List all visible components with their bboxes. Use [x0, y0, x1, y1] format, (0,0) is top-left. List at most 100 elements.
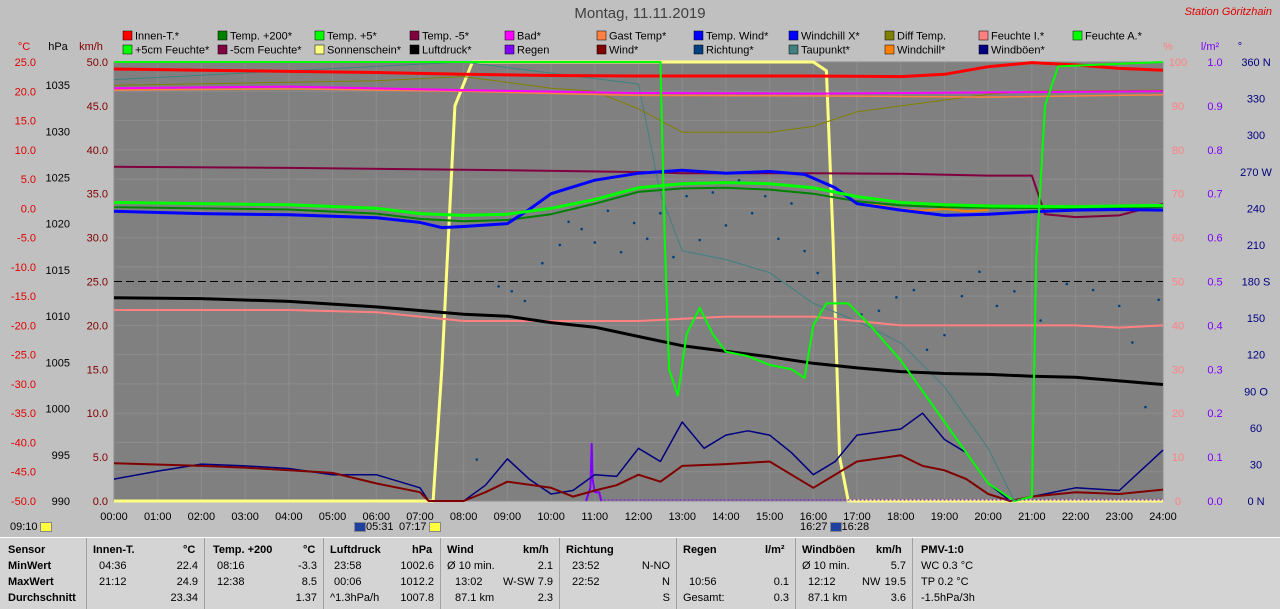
axis-tick-pressure_hpa: 1000	[46, 404, 70, 416]
stats-col-title: PMV-1:0	[921, 544, 964, 556]
x-tick-label: 22:00	[1062, 511, 1090, 523]
direction-point	[816, 271, 820, 275]
stats-min-value: -3.3	[298, 560, 317, 572]
stats-col-unit: km/h	[876, 544, 902, 556]
axis-tick-pressure_hpa: 1015	[46, 265, 70, 277]
stats-max-time: 12:38	[217, 576, 245, 588]
stats-avg-value: 3.6	[890, 592, 906, 604]
axis-label-wind_kmh: km/h	[79, 41, 103, 53]
stats-col-windboeen: Windböen km/h Ø 10 min. 5.7 12:12 NW 19.…	[796, 538, 913, 609]
axis-label-humidity_pct: %	[1163, 41, 1173, 53]
axis-tick-wind_kmh: 10.0	[87, 408, 108, 420]
direction-point	[1039, 319, 1042, 322]
stats-col-unit: °C	[183, 544, 196, 556]
axis-tick-rain_lm2: 0.4	[1207, 320, 1222, 332]
direction-point	[541, 261, 544, 265]
direction-point	[698, 238, 701, 242]
axis-tick-pressure_hpa: 1025	[46, 173, 70, 185]
axis-tick-wind_kmh: 15.0	[87, 364, 108, 376]
stats-col-temp200: Temp. +200 °C 08:16 -3.3 12:38 8.5 1.37	[205, 538, 324, 609]
stats-col-title: Luftdruck	[330, 544, 381, 556]
legend-swatch	[217, 30, 228, 41]
axis-tick-direction_deg: 150	[1247, 313, 1265, 325]
axis-tick-rain_lm2: 0.8	[1207, 145, 1222, 157]
axis-tick-temp_c: -40.0	[11, 437, 36, 449]
weather-chart: 00:00 01:00 02:00 03:00 04:00 05:00 06:00 07:00…	[11, 30, 1273, 524]
direction-point	[777, 237, 780, 241]
direction-point	[619, 250, 623, 254]
x-tick-label: 08:00	[450, 511, 478, 523]
stats-max-value: 7.9	[537, 576, 553, 588]
sunrise-left-label: 09:10	[10, 521, 52, 533]
stats-col-pmv: PMV-1:0 WC 0.3 °C TP 0.2 °C -1.5hPa/3h	[913, 538, 1033, 609]
legend-swatch	[978, 44, 989, 55]
direction-point	[750, 211, 754, 215]
legend-label: Feuchte A.*	[1085, 31, 1143, 43]
stats-max-value: 0.1	[773, 576, 789, 588]
direction-point	[558, 243, 562, 247]
axis-tick-pressure_hpa: 1020	[46, 219, 70, 231]
direction-point	[672, 255, 675, 259]
legend-swatch	[693, 30, 704, 41]
stats-min-value: 22.4	[176, 560, 198, 572]
stats-col-regen: Regen l/m² 10:56 0.1 Gesamt: 0.3	[677, 538, 796, 609]
legend-label: Windböen*	[991, 45, 1046, 57]
axis-tick-wind_kmh: 50.0	[87, 57, 108, 69]
axis-tick-pressure_hpa: 1010	[46, 311, 70, 323]
x-tick-label: 06:00	[362, 511, 390, 523]
x-tick-label: 00:00	[100, 511, 128, 523]
direction-point	[960, 294, 964, 298]
stats-min-time: Ø 10 min.	[802, 560, 850, 572]
x-tick-label: 19:00	[931, 511, 959, 523]
x-tick-label: 23:00	[1106, 511, 1134, 523]
axis-tick-direction_deg: 30	[1250, 459, 1262, 471]
stats-min-time: 23:52	[572, 560, 600, 572]
axis-tick-humidity_pct: 10	[1172, 452, 1184, 464]
legend-label: Luftdruck*	[422, 45, 472, 57]
axis-tick-humidity_pct: 70	[1172, 189, 1184, 201]
axis-label-direction_deg: °	[1238, 41, 1242, 53]
legend-label: Sonnenschein*	[327, 45, 402, 57]
axis-tick-temp_c: 0.0	[21, 203, 36, 215]
axis-label-temp_c: °C	[18, 41, 30, 53]
legend-label: Richtung*	[706, 45, 754, 57]
x-tick-label: 13:00	[668, 511, 696, 523]
stats-windchill: WC 0.3 °C	[921, 560, 974, 572]
axis-tick-humidity_pct: 20	[1172, 408, 1184, 420]
x-tick-label: 17:00	[843, 511, 871, 523]
stats-min-value: 1002.6	[400, 560, 434, 572]
direction-point	[763, 194, 767, 198]
stats-max-time: 13:02	[455, 576, 483, 588]
axis-tick-wind_kmh: 35.0	[87, 189, 108, 201]
stats-min-value: N-NO	[641, 560, 670, 572]
axis-tick-rain_lm2: 0.3	[1207, 364, 1222, 376]
axis-tick-direction_deg: 270 W	[1240, 167, 1272, 179]
axis-tick-humidity_pct: 50	[1172, 277, 1184, 289]
stats-col-title: Temp. +200	[213, 544, 273, 556]
legend-swatch	[314, 30, 325, 41]
x-tick-label: 12:00	[625, 511, 653, 523]
series-line	[113, 88, 1164, 98]
legend-label: Windchill X*	[801, 31, 860, 43]
direction-point	[685, 194, 688, 198]
axis-tick-humidity_pct: 0	[1175, 496, 1181, 508]
direction-point	[877, 309, 881, 313]
axis-tick-rain_lm2: 1.0	[1207, 57, 1222, 69]
series-line	[114, 309, 1164, 329]
legend-label: -5cm Feuchte*	[230, 45, 302, 57]
x-tick-label: 07:00	[406, 511, 434, 523]
axis-tick-direction_deg: 330	[1247, 94, 1265, 106]
station-name: Station Göritzhain	[1184, 6, 1272, 18]
series-line	[113, 181, 1164, 217]
axis-tick-temp_c: -15.0	[11, 291, 36, 303]
axis-tick-pressure_hpa: 1005	[46, 357, 70, 369]
legend-label: Temp. Wind*	[706, 31, 769, 43]
stats-col-unit: km/h	[523, 544, 549, 556]
axis-tick-rain_lm2: 0.9	[1207, 101, 1222, 113]
axis-tick-temp_c: -20.0	[11, 320, 36, 332]
direction-point	[497, 285, 500, 288]
axis-tick-pressure_hpa: 995	[52, 450, 70, 462]
axis-tick-temp_c: -45.0	[11, 467, 36, 479]
x-tick-label: 10:00	[537, 511, 565, 523]
stats-max-time: 21:12	[99, 576, 127, 588]
